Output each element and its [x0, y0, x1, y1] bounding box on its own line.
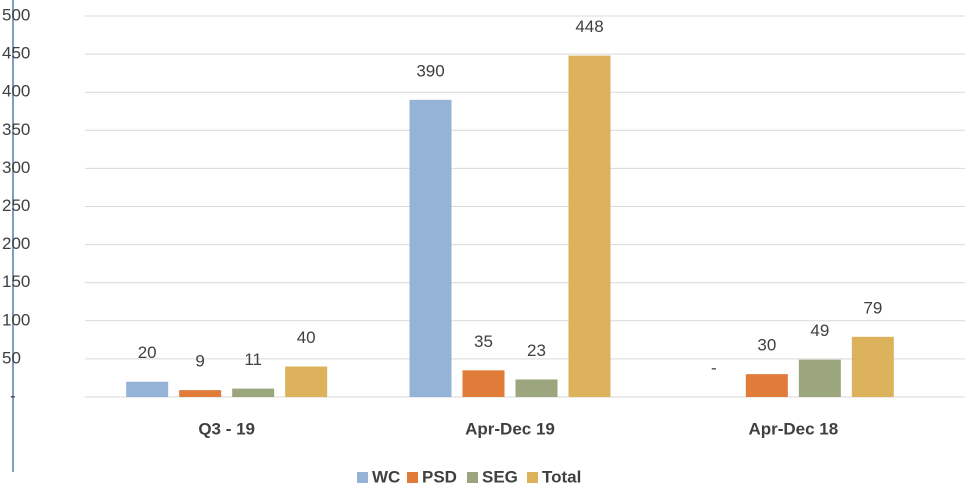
bar: [285, 366, 328, 397]
value-label: 30: [757, 336, 776, 355]
y-tick-label: 400: [2, 82, 30, 101]
value-label: 79: [863, 298, 882, 317]
y-tick-label: 50: [2, 348, 21, 367]
y-tick-label: 100: [2, 310, 30, 329]
y-tick-label: -: [10, 386, 16, 405]
value-label: 11: [244, 350, 262, 369]
bar: [745, 374, 788, 397]
y-tick-label: 200: [2, 234, 30, 253]
value-label: 49: [810, 321, 829, 340]
legend-label: Total: [542, 467, 581, 486]
value-label: -: [711, 358, 717, 377]
value-label: 448: [575, 17, 603, 36]
value-label: 390: [416, 61, 444, 80]
legend-swatch: [407, 472, 418, 483]
y-tick-label: 450: [2, 44, 30, 63]
bar: [798, 359, 841, 397]
bar: [232, 388, 275, 397]
x-tick-label: Apr-Dec 18: [748, 419, 838, 438]
legend-swatch: [467, 472, 478, 483]
value-label: 9: [195, 352, 204, 371]
y-tick-label: 500: [2, 5, 30, 24]
bar: [851, 336, 894, 397]
bar: [462, 370, 505, 397]
y-tick-label: 150: [2, 272, 30, 291]
legend-swatch: [527, 472, 538, 483]
value-label: 23: [527, 341, 546, 360]
bar: [126, 381, 169, 397]
value-label: 20: [138, 343, 157, 362]
legend-label: SEG: [482, 467, 518, 486]
legend-label: PSD: [422, 467, 457, 486]
y-tick-label: 250: [2, 196, 30, 215]
x-tick-label: Apr-Dec 19: [465, 419, 555, 438]
bar: [179, 390, 222, 397]
value-label: 35: [474, 332, 493, 351]
legend-label: WC: [372, 467, 400, 486]
legend-swatch: [357, 472, 368, 483]
y-tick-label: 300: [2, 158, 30, 177]
bar: [568, 55, 611, 398]
y-tick-label: 350: [2, 120, 30, 139]
x-tick-label: Q3 - 19: [198, 419, 255, 438]
value-label: 40: [297, 328, 316, 347]
bar: [515, 379, 558, 397]
bar: [409, 99, 452, 397]
